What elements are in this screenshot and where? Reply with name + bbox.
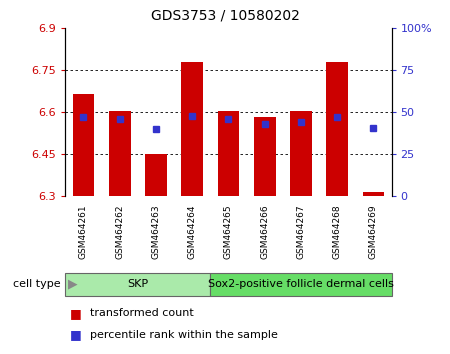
Bar bbox=[109, 111, 130, 196]
Text: GSM464262: GSM464262 bbox=[115, 205, 124, 259]
Text: cell type: cell type bbox=[13, 279, 61, 289]
Text: GSM464261: GSM464261 bbox=[79, 205, 88, 259]
Bar bbox=[210, 273, 392, 296]
Text: percentile rank within the sample: percentile rank within the sample bbox=[90, 330, 278, 339]
Text: GSM464265: GSM464265 bbox=[224, 205, 233, 259]
Text: GDS3753 / 10580202: GDS3753 / 10580202 bbox=[151, 9, 299, 23]
Bar bbox=[290, 111, 312, 196]
Text: GSM464266: GSM464266 bbox=[260, 205, 269, 259]
Text: transformed count: transformed count bbox=[90, 308, 194, 318]
Bar bbox=[217, 111, 239, 196]
Text: GSM464263: GSM464263 bbox=[151, 205, 160, 259]
Text: ■: ■ bbox=[70, 328, 81, 341]
Text: GSM464267: GSM464267 bbox=[297, 205, 306, 259]
Text: GSM464268: GSM464268 bbox=[333, 205, 342, 259]
Bar bbox=[65, 273, 210, 296]
Bar bbox=[181, 62, 203, 196]
Text: ■: ■ bbox=[70, 307, 81, 320]
Text: GSM464269: GSM464269 bbox=[369, 205, 378, 259]
Bar bbox=[145, 154, 167, 196]
Bar bbox=[254, 118, 275, 196]
Bar bbox=[326, 62, 348, 196]
Bar bbox=[72, 94, 94, 196]
Text: ▶: ▶ bbox=[68, 278, 77, 291]
Text: SKP: SKP bbox=[127, 279, 148, 289]
Bar bbox=[363, 192, 384, 196]
Text: GSM464264: GSM464264 bbox=[188, 205, 197, 259]
Text: Sox2-positive follicle dermal cells: Sox2-positive follicle dermal cells bbox=[208, 279, 394, 289]
